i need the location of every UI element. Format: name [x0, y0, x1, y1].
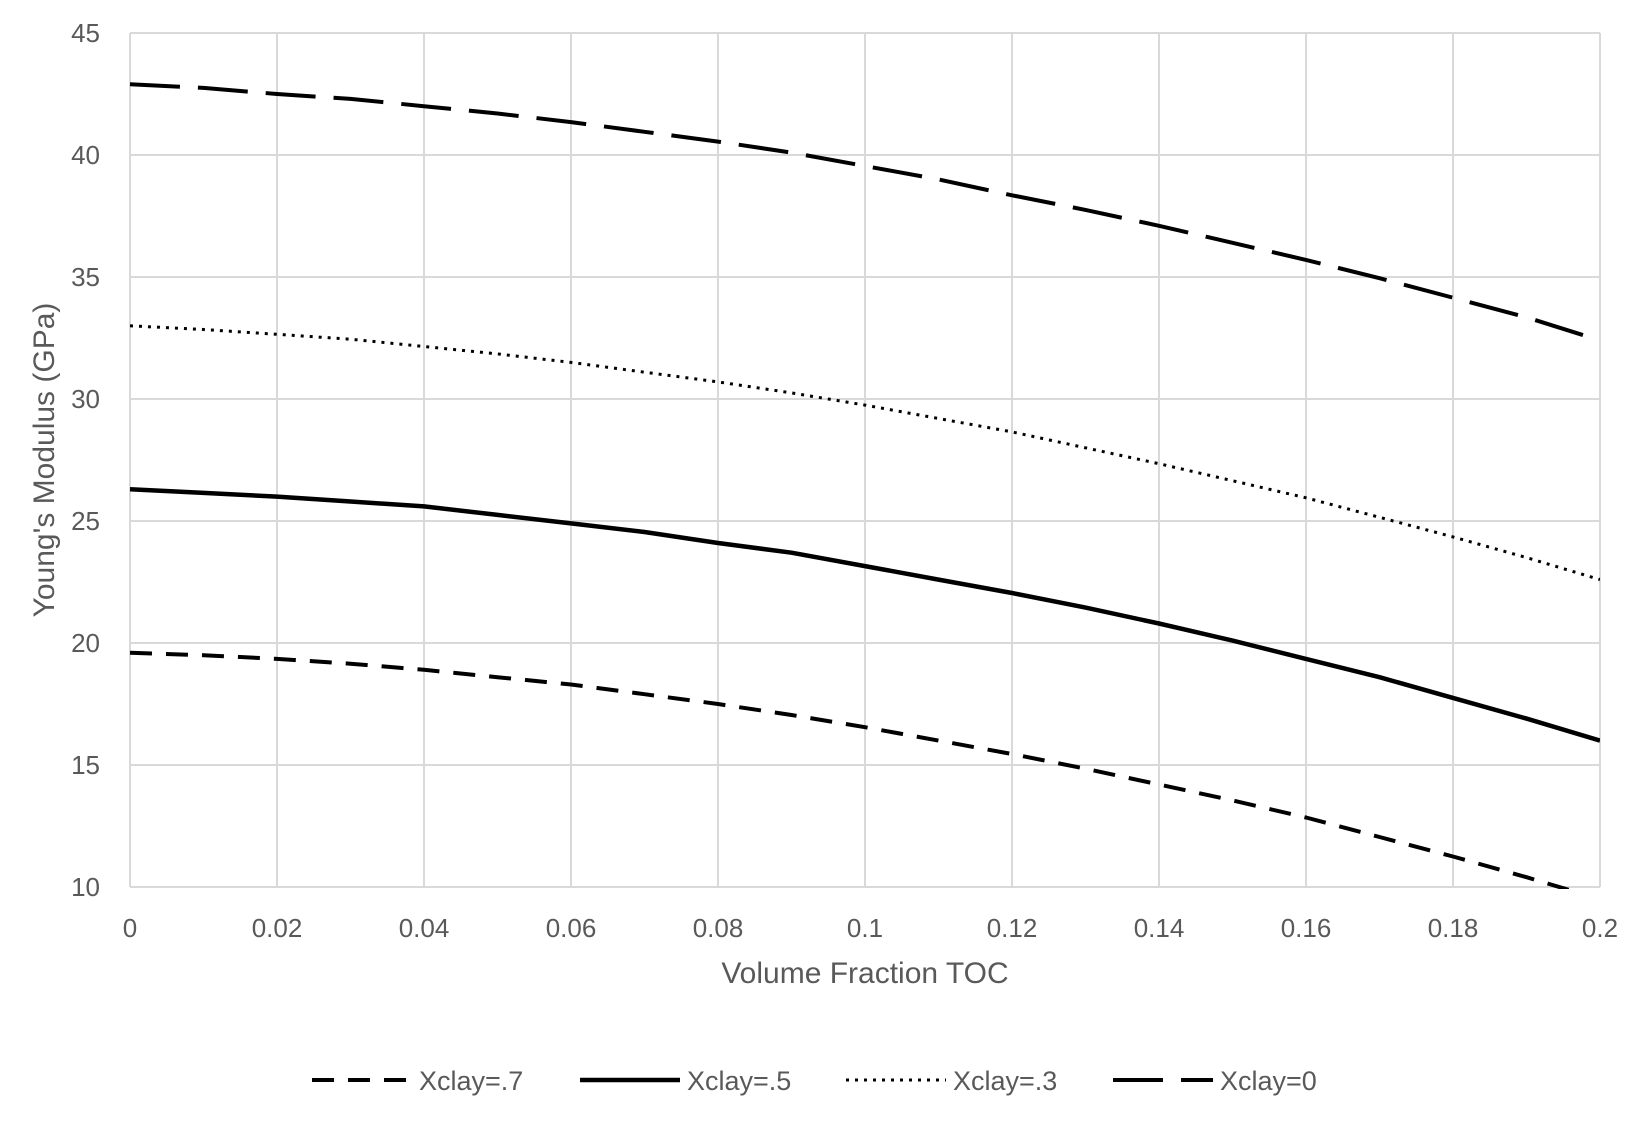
series-lines — [130, 82, 1600, 889]
tick-labels: 10 15 20 25 30 35 40 45 0 0.02 0.04 0.06 0.08 0.1 0.12… — [71, 18, 1618, 943]
x-axis-title: Volume Fraction TOC — [721, 957, 1008, 990]
y-tick-label: 25 — [71, 506, 100, 536]
x-tick-label: 0.08 — [693, 913, 744, 943]
x-tick-label: 0.1 — [847, 913, 883, 943]
x-tick-label: 0.14 — [1134, 913, 1185, 943]
grid-lines — [129, 32, 1601, 888]
y-axis-title: Young's Modulus (GPa) — [28, 303, 61, 618]
x-tick-label: 0.06 — [546, 913, 597, 943]
x-tick-label: 0 — [123, 913, 137, 943]
x-tick-label: 0.04 — [399, 913, 450, 943]
x-tick-label: 0.18 — [1428, 913, 1479, 943]
y-tick-label: 45 — [71, 18, 100, 48]
series-line-xclay-7 — [130, 650, 1573, 889]
y-tick-label: 20 — [71, 628, 100, 658]
y-tick-label: 15 — [71, 750, 100, 780]
legend-label: Xclay=0 — [1220, 1066, 1317, 1096]
legend-label: Xclay=.5 — [687, 1066, 791, 1096]
legend-label: Xclay=.3 — [953, 1066, 1057, 1096]
y-tick-label: 10 — [71, 872, 100, 902]
y-tick-label: 30 — [71, 384, 100, 414]
x-tick-label: 0.02 — [252, 913, 303, 943]
series-line-xclay-3 — [130, 324, 1600, 582]
legend: Xclay=.7 Xclay=.5 Xclay=.3 Xclay=0 — [312, 1066, 1317, 1096]
y-tick-label: 40 — [71, 140, 100, 170]
series-line-xclay-0 — [130, 82, 1600, 343]
series-line-xclay-5 — [130, 487, 1600, 743]
y-tick-label: 35 — [71, 262, 100, 292]
x-tick-label: 0.12 — [987, 913, 1038, 943]
x-tick-label: 0.2 — [1582, 913, 1618, 943]
legend-label: Xclay=.7 — [419, 1066, 523, 1096]
x-tick-label: 0.16 — [1281, 913, 1332, 943]
